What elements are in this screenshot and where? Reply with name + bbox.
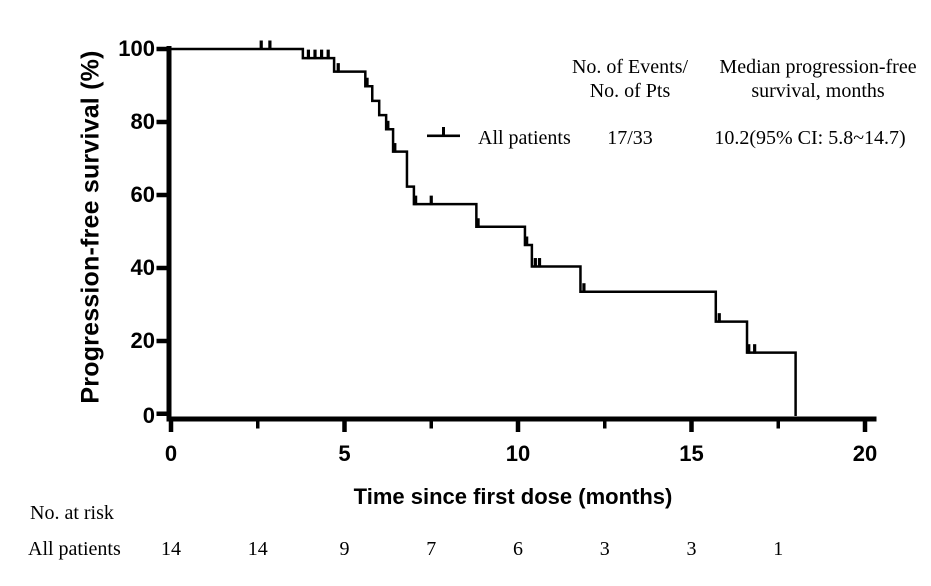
censor-mark xyxy=(537,258,542,268)
censor-mark xyxy=(414,195,418,206)
risk-value: 14 xyxy=(161,538,181,560)
x-axis-line xyxy=(166,416,877,422)
y-axis-line xyxy=(166,46,172,422)
legend-median-value: 10.2(95% CI: 5.8~14.7) xyxy=(714,127,906,149)
censor-mark xyxy=(268,40,272,50)
y-tick-label: 100 xyxy=(118,36,155,61)
x-tick-label: 0 xyxy=(164,441,178,466)
legend-events-header-line2: No. of Pts xyxy=(589,80,671,102)
risk-value: 1 xyxy=(773,538,784,560)
risk-value: 9 xyxy=(339,538,350,560)
x-tick-label: 10 xyxy=(505,441,531,466)
x-axis-minor-tick xyxy=(603,421,607,429)
legend-censor-tick-symbol xyxy=(442,127,445,136)
risk-value: 3 xyxy=(599,538,610,560)
censor-mark xyxy=(326,49,330,60)
censor-mark xyxy=(393,143,397,153)
legend-median-header-line1: Median progression-free xyxy=(719,56,917,78)
x-tick-label: 15 xyxy=(679,441,704,466)
x-axis-major-tick xyxy=(862,421,868,432)
y-axis-tick xyxy=(156,265,167,271)
x-axis-minor-tick xyxy=(256,421,260,429)
y-tick-label: 40 xyxy=(130,255,155,280)
survival-curve xyxy=(171,47,797,416)
censor-mark xyxy=(525,236,529,247)
censor-mark xyxy=(365,77,369,88)
censor-mark xyxy=(336,63,340,73)
censor-mark xyxy=(429,195,433,206)
legend-events-header-line1: No. of Events/ xyxy=(571,56,689,78)
x-tick-label: 5 xyxy=(338,441,351,466)
y-axis-tick xyxy=(156,411,167,416)
risk-row-label: All patients xyxy=(28,538,121,560)
censor-mark xyxy=(313,49,317,60)
censor-mark xyxy=(747,344,751,354)
legend-events-value: 17/33 xyxy=(607,127,653,149)
censor-mark xyxy=(259,40,263,50)
y-axis-tick xyxy=(156,192,167,198)
y-axis-tick xyxy=(156,119,167,125)
risk-value: 6 xyxy=(513,538,523,560)
x-axis-major-tick xyxy=(342,421,347,432)
x-axis-major-tick xyxy=(515,421,521,432)
risk-table-title: No. at risk xyxy=(30,502,114,524)
censor-mark xyxy=(386,120,390,131)
x-tick-label: 20 xyxy=(852,441,878,466)
risk-value: 14 xyxy=(247,538,268,560)
y-axis-tick xyxy=(156,338,167,344)
x-axis-minor-tick xyxy=(776,421,780,429)
risk-value: 3 xyxy=(686,538,697,560)
y-tick-label: 20 xyxy=(130,328,155,353)
y-tick-label: 80 xyxy=(130,109,155,134)
censor-mark xyxy=(717,313,721,323)
censor-mark xyxy=(582,283,586,293)
x-axis-title: Time since first dose (months) xyxy=(353,484,673,509)
censor-mark xyxy=(319,49,324,60)
censor-mark xyxy=(753,344,757,354)
y-tick-label: 60 xyxy=(130,182,155,207)
censor-mark xyxy=(533,258,537,268)
legend-median-header-line2: survival, months xyxy=(751,80,885,102)
censor-mark xyxy=(476,218,480,228)
y-axis-tick xyxy=(156,46,167,52)
y-tick-label: 0 xyxy=(142,403,155,428)
risk-value: 7 xyxy=(426,538,437,560)
x-axis-major-tick xyxy=(689,421,694,432)
x-axis-minor-tick xyxy=(429,421,433,429)
legend-series-label: All patients xyxy=(478,127,571,149)
x-axis-major-tick xyxy=(168,421,174,432)
censor-mark xyxy=(306,49,311,60)
